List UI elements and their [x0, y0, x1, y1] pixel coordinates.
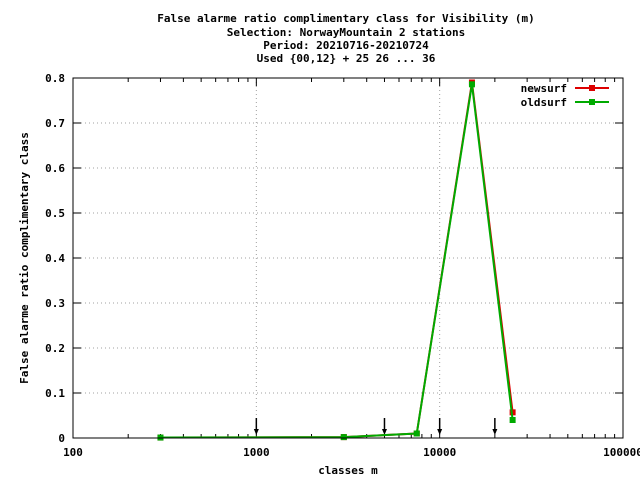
y-tick-label: 0.1	[45, 387, 65, 400]
series-lines	[157, 79, 516, 441]
legend-label-oldsurf: oldsurf	[521, 96, 567, 109]
title-line-2: Selection: NorwayMountain 2 stations	[227, 26, 465, 39]
class-marker-arrow-head	[437, 429, 443, 435]
series-line-newsurf	[160, 82, 514, 439]
y-tick-label: 0.4	[45, 252, 65, 265]
y-tick-label: 0.3	[45, 297, 65, 310]
y-tick-label: 0	[58, 432, 65, 445]
class-marker-arrow-head	[253, 429, 259, 435]
x-tick-label: 100	[63, 446, 83, 459]
x-tick-label: 100000	[603, 446, 640, 459]
legend-label-newsurf: newsurf	[521, 82, 567, 95]
y-tick-label: 0.5	[45, 207, 65, 220]
grid	[73, 78, 623, 438]
x-axis-label: classes m	[318, 464, 378, 477]
title-line-1: False alarme ratio complimentary class f…	[157, 12, 535, 25]
y-tick-label: 0.8	[45, 72, 65, 85]
y-tick-label: 0.2	[45, 342, 65, 355]
x-tick-label: 1000	[243, 446, 270, 459]
data-point-oldsurf	[340, 434, 347, 441]
title-line-3: Period: 20210716-20210724	[263, 39, 429, 52]
series-line-oldsurf	[160, 84, 514, 439]
chart-title: False alarme ratio complimentary class f…	[157, 12, 535, 65]
axis-ticks: 0 0.1 0.2 0.3 0.4 0.5 0.6 0.7 0.8 100 1000 10000 100…	[45, 72, 640, 459]
y-tick-label: 0.7	[45, 117, 65, 130]
class-markers	[253, 418, 498, 435]
y-axis-label: False alarme ratio complimentary class	[18, 132, 31, 384]
x-tick-label: 10000	[423, 446, 456, 459]
data-point-oldsurf	[468, 81, 475, 88]
legend-swatch-marker-newsurf	[589, 85, 595, 91]
class-marker-arrow-head	[492, 429, 498, 435]
legend-swatch-marker-oldsurf	[589, 99, 595, 105]
title-line-4: Used {00,12} + 25 26 ... 36	[257, 52, 436, 65]
class-marker-arrow-head	[381, 429, 387, 435]
y-tick-label: 0.6	[45, 162, 65, 175]
data-point-oldsurf	[509, 417, 516, 423]
data-point-oldsurf	[413, 430, 420, 437]
plot-frame	[72, 77, 624, 439]
